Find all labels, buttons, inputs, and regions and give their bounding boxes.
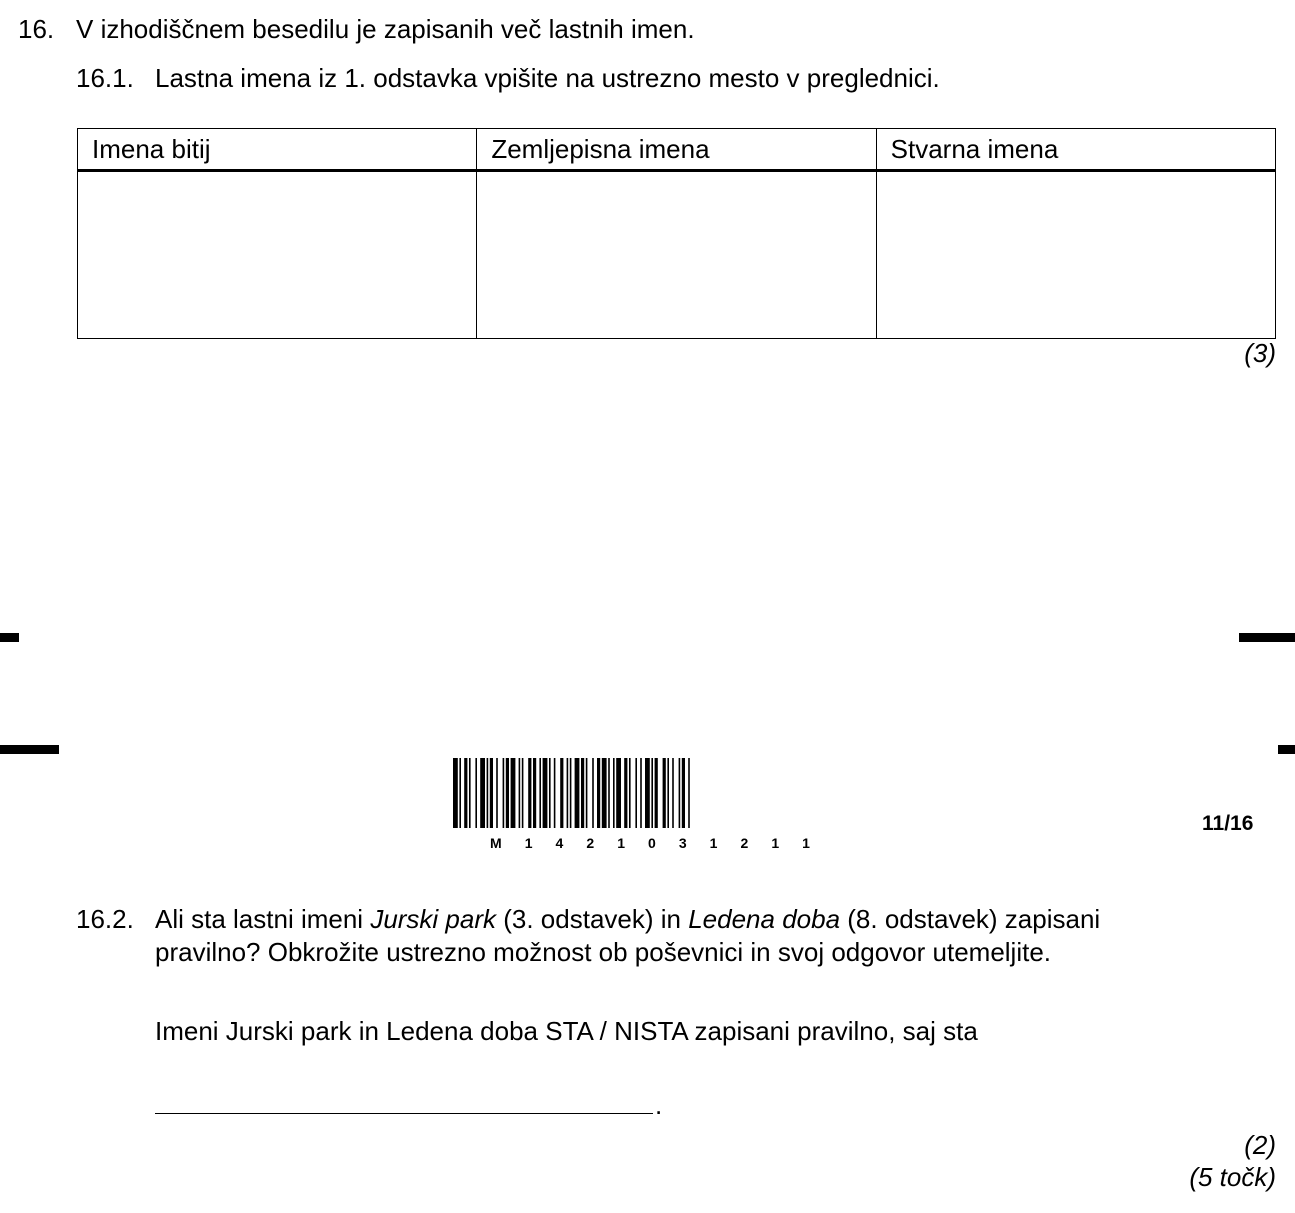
answer-cell-stvarna-imena[interactable] [875,170,1277,339]
barcode-bar [566,758,569,828]
barcode-bar [662,758,666,828]
points-16-1: (3) [1244,338,1276,368]
barcode-bar [667,758,669,828]
barcode-digit: 2 [586,835,595,851]
barcode-bar [629,758,631,828]
barcode-bar [459,758,461,828]
barcode-bar [539,758,541,828]
barcode-bar [681,758,685,828]
header-stvarna-imena: Stvarna imena [875,128,1277,172]
barcode-bar [489,758,493,828]
barcode [453,758,690,828]
barcode-bar [469,758,471,828]
barcode-bar [521,758,524,828]
answer-cell-imena-bitij[interactable] [76,170,478,339]
barcode-bar [640,758,642,828]
header-zemljepisna-imena: Zemljepisna imena [476,128,877,172]
barcode-bar [645,758,650,828]
barcode-bar [613,758,615,828]
barcode-bar [533,758,537,828]
barcode-bar [518,758,521,828]
barcode-digits: M 1 4 2 1 0 3 1 2 1 1 [490,835,810,851]
barcode-bar [510,758,516,828]
barcode-bar [542,758,548,828]
barcode-bar [505,758,509,828]
barcode-digit: 1 [617,835,625,851]
barcode-digit: M [490,835,502,851]
registration-mark [0,745,59,754]
header-imena-bitij: Imena bitij [76,128,478,172]
barcode-digit: 1 [802,835,810,851]
barcode-bar [560,758,564,828]
question-text: V izhodiščnem besedilu je zapisanih več … [76,14,695,44]
page-number: 11/16 [1202,812,1254,835]
barcode-bar [464,758,468,828]
barcode-bar [624,758,628,828]
barcode-bar [549,758,551,828]
barcode-bar [654,758,658,828]
barcode-bar [601,758,607,828]
barcode-bar [502,758,505,828]
barcode-digit: 4 [555,835,564,851]
answer-end-period: . [655,1090,663,1120]
barcode-bar [581,758,585,828]
barcode-bar [592,758,594,828]
answer-cell-zemljepisna-imena[interactable] [476,170,877,339]
barcode-bar [597,758,601,828]
barcode-bar [574,758,580,828]
barcode-bar [528,758,532,828]
barcode-digit: 0 [648,835,656,851]
subquestion-2-text-line1: Ali sta lastni imeni Jurski park (3. ods… [155,904,1101,934]
barcode-digit: 3 [678,835,687,851]
barcode-digit: 1 [771,835,780,851]
barcode-bar [486,758,489,828]
registration-mark [1278,745,1295,754]
subquestion-2-number: 16.2. [76,904,134,934]
answer-statement: Imeni Jurski park in Ledena doba STA / N… [155,1016,978,1046]
barcode-bar [585,758,588,828]
barcode-digit: 1 [709,835,718,851]
barcode-bar [480,758,485,828]
registration-mark [1239,633,1295,642]
proper-names-table: Imena bitij Zemljepisna imena Stvarna im… [76,128,1277,339]
barcode-bar [569,758,572,828]
barcode-bar [453,758,458,828]
subquestion-2-text-line2: pravilno? Obkrožite ustrezno možnost ob … [155,937,1052,967]
barcode-bar [608,758,610,828]
barcode-digit: 2 [740,835,749,851]
subquestion-1-text: Lastna imena iz 1. odstavka vpišite na u… [155,63,940,93]
barcode-bar [635,758,637,828]
points-total: (5 točk) [1189,1162,1276,1192]
barcode-bar [651,758,653,828]
points-16-2: (2) [1244,1130,1276,1160]
barcode-bar [553,758,556,828]
subquestion-1-number: 16.1. [76,63,134,93]
question-number: 16. [18,14,55,44]
registration-mark [0,633,19,642]
barcode-bar [496,758,498,828]
barcode-digit: 1 [524,835,533,851]
barcode-bar [678,758,681,828]
answer-blank-line[interactable] [155,1113,653,1114]
barcode-bar [475,758,477,828]
barcode-bar [616,758,621,828]
barcode-bar [672,758,674,828]
barcode-bar [688,758,690,828]
